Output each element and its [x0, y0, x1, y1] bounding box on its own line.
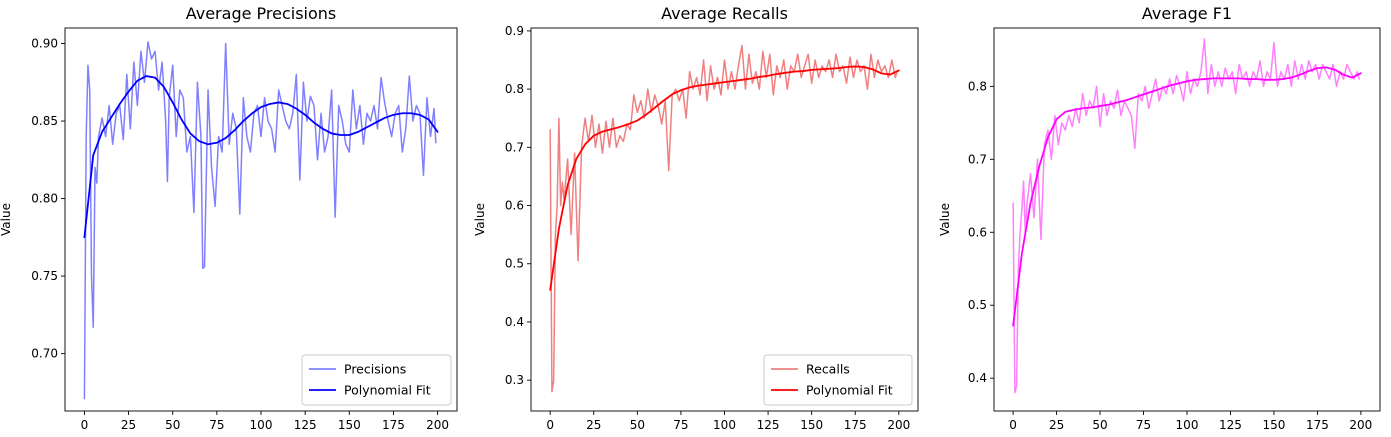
plot-area-frame [530, 27, 919, 412]
y-tick-label: 0.70 [31, 347, 58, 361]
y-tick-label: 0.9 [505, 24, 524, 38]
raw-line-1 [1012, 38, 1360, 394]
x-tick-label: 50 [1092, 418, 1107, 432]
x-tick-label: 150 [800, 418, 823, 432]
x-tick-label: 75 [209, 418, 224, 432]
y-axis-label: Value [0, 203, 13, 236]
x-tick-label: 150 [1262, 418, 1285, 432]
x-tick-label: 175 [844, 418, 867, 432]
y-tick-label: 0.4 [505, 315, 524, 329]
y-tick-label: 0.3 [505, 373, 524, 387]
x-tick-label: 125 [294, 418, 317, 432]
y-tick-label: 0.80 [31, 192, 58, 206]
legend-label: Polynomial Fit [344, 383, 431, 398]
plot-area-frame [993, 27, 1381, 412]
y-tick-label: 0.85 [31, 114, 58, 128]
y-tick-label: 0.8 [505, 82, 524, 96]
legend: Precisions Polynomial Fit [301, 354, 452, 406]
x-tick-label: 25 [121, 418, 136, 432]
chart-title: Average Precisions [186, 4, 337, 23]
chart-panel-1: Average Precisions Value 0 25 50 75 100 125 150 1… [0, 4, 458, 432]
y-tick-label: 0.75 [31, 269, 58, 283]
x-tick-label: 175 [382, 418, 405, 432]
x-tick-label: 75 [673, 418, 688, 432]
x-tick-label: 75 [1136, 418, 1151, 432]
legend-label: Recalls [806, 362, 850, 377]
legend-label: Precisions [344, 362, 406, 377]
y-tick-label: 0.5 [505, 257, 524, 271]
y-tick-label: 0.7 [968, 152, 987, 166]
legend-frame [301, 354, 452, 406]
fit-line-2 [549, 65, 900, 291]
y-tick-label: 0.90 [31, 37, 58, 51]
y-axis-label: Value [938, 203, 952, 236]
x-tick-label: 25 [1049, 418, 1064, 432]
fit-line-2 [83, 75, 439, 239]
chart-title: Average Recalls [661, 4, 788, 23]
x-tick-label: 100 [250, 418, 273, 432]
plot-area-frame [64, 27, 458, 412]
y-tick-label: 0.4 [968, 371, 987, 385]
x-tick-label: 50 [165, 418, 180, 432]
x-tick-label: 125 [757, 418, 780, 432]
x-tick-label: 0 [1009, 418, 1017, 432]
x-tick-label: 150 [338, 418, 361, 432]
raw-line-1 [549, 44, 898, 393]
x-tick-label: 200 [1349, 418, 1372, 432]
x-tick-label: 100 [713, 418, 736, 432]
x-tick-label: 100 [1176, 418, 1199, 432]
x-tick-label: 125 [1219, 418, 1242, 432]
y-tick-label: 0.6 [505, 199, 524, 213]
x-tick-label: 175 [1306, 418, 1329, 432]
x-tick-label: 200 [887, 418, 910, 432]
y-tick-label: 0.6 [968, 225, 987, 239]
legend: Recalls Polynomial Fit [763, 354, 913, 406]
raw-line-1 [83, 41, 437, 400]
chart-title: Average F1 [1142, 4, 1232, 23]
x-tick-label: 50 [630, 418, 645, 432]
chart-panel-3: Average F1 Value 0 25 50 75 100 125 150 175 200 0.4… [938, 4, 1381, 432]
x-tick-label: 0 [81, 418, 89, 432]
chart-panel-2: Average Recalls Value 0 25 50 75 100 125 150 175 2… [473, 4, 919, 432]
fit-line-2 [1012, 66, 1362, 327]
y-tick-label: 0.5 [968, 298, 987, 312]
x-tick-label: 25 [586, 418, 601, 432]
legend-frame [763, 354, 913, 406]
legend-label: Polynomial Fit [806, 383, 893, 398]
y-tick-label: 0.7 [505, 140, 524, 154]
y-axis-label: Value [473, 203, 487, 236]
x-tick-label: 200 [426, 418, 449, 432]
x-tick-label: 0 [546, 418, 554, 432]
y-tick-label: 0.8 [968, 79, 987, 93]
